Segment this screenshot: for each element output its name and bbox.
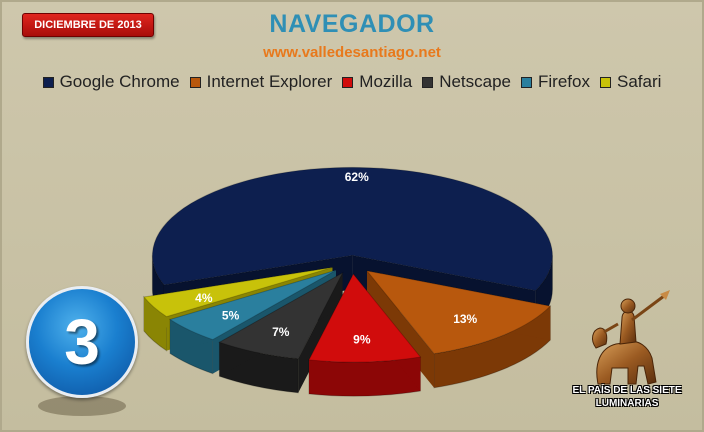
pie-slice-top xyxy=(143,266,333,318)
legend-swatch xyxy=(521,76,533,88)
legend-item: Google Chrome xyxy=(42,72,180,92)
legend-item: Internet Explorer xyxy=(189,72,333,92)
pie-slice-top xyxy=(365,270,552,355)
legend-label: Mozilla xyxy=(359,72,413,91)
date-badge: DICIEMBRE DE 2013 xyxy=(22,13,154,37)
legend-label: Firefox xyxy=(538,72,590,91)
data-label: 4% xyxy=(195,291,213,305)
pie-slice-top xyxy=(151,166,553,292)
pie-slice xyxy=(308,273,422,397)
legend-label: Internet Explorer xyxy=(206,72,333,91)
legend-label: Google Chrome xyxy=(59,72,180,91)
legend-swatch xyxy=(42,76,54,88)
legend-swatch xyxy=(599,76,611,88)
legend-item: Mozilla xyxy=(342,72,412,92)
legend-swatch xyxy=(189,76,201,88)
legend-item: Netscape xyxy=(422,72,511,92)
data-label: 62% xyxy=(345,170,369,184)
pie-slice-top xyxy=(308,273,422,363)
legend-label: Netscape xyxy=(439,72,512,91)
pie-slice-top xyxy=(168,269,337,341)
legend-label: Safari xyxy=(616,72,662,91)
data-label: 7% xyxy=(272,325,290,339)
site-url: www.valledesantiago.net xyxy=(263,44,441,61)
logo-text: EL PAÍS DE LAS SIETE LUMINARIAS xyxy=(560,384,694,410)
data-label: 5% xyxy=(222,308,240,322)
pie-slice-top xyxy=(218,271,344,360)
legend-item: Safari xyxy=(599,72,662,92)
badge-shadow xyxy=(38,396,126,416)
logo-text-line2: LUMINARIAS xyxy=(595,398,659,409)
legend-swatch xyxy=(342,76,354,88)
legend-item: Firefox xyxy=(521,72,590,92)
data-label: 9% xyxy=(353,332,371,346)
legend-swatch xyxy=(422,76,434,88)
logo-text-line1: EL PAÍS DE LAS SIETE xyxy=(572,385,682,396)
horseman-statue-icon xyxy=(592,290,670,385)
data-label: 13% xyxy=(453,312,477,326)
number-badge: 3 xyxy=(26,286,138,398)
chart-title: NAVEGADOR xyxy=(269,10,435,38)
legend: Google Chrome Internet Explorer Mozilla Net… xyxy=(0,72,704,92)
